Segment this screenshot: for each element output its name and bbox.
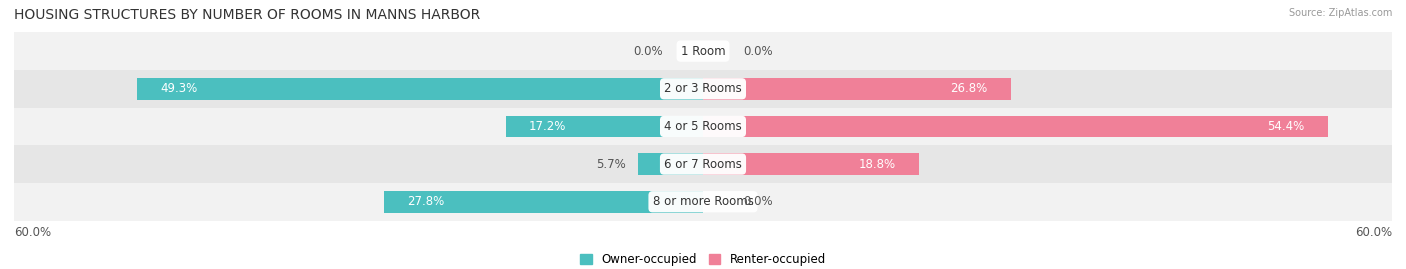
Text: 4 or 5 Rooms: 4 or 5 Rooms xyxy=(664,120,742,133)
Bar xyxy=(506,115,703,137)
Bar xyxy=(703,153,920,175)
Legend: Owner-occupied, Renter-occupied: Owner-occupied, Renter-occupied xyxy=(575,249,831,269)
Bar xyxy=(136,78,703,100)
Text: 1 Room: 1 Room xyxy=(681,45,725,58)
Text: 60.0%: 60.0% xyxy=(14,226,51,239)
Bar xyxy=(14,145,1392,183)
Bar xyxy=(14,183,1392,221)
Text: 49.3%: 49.3% xyxy=(160,82,197,95)
Bar xyxy=(14,32,1392,70)
Bar xyxy=(637,153,703,175)
Text: 17.2%: 17.2% xyxy=(529,120,565,133)
Text: 8 or more Rooms: 8 or more Rooms xyxy=(652,195,754,208)
Text: 27.8%: 27.8% xyxy=(406,195,444,208)
Text: 2 or 3 Rooms: 2 or 3 Rooms xyxy=(664,82,742,95)
Bar xyxy=(384,191,703,213)
Text: 0.0%: 0.0% xyxy=(744,195,773,208)
Bar xyxy=(703,78,1011,100)
Bar xyxy=(14,108,1392,145)
Text: 60.0%: 60.0% xyxy=(1355,226,1392,239)
Text: Source: ZipAtlas.com: Source: ZipAtlas.com xyxy=(1288,8,1392,18)
Text: 54.4%: 54.4% xyxy=(1267,120,1305,133)
Text: 18.8%: 18.8% xyxy=(859,158,896,171)
Text: 26.8%: 26.8% xyxy=(950,82,988,95)
Text: 0.0%: 0.0% xyxy=(744,45,773,58)
Text: 0.0%: 0.0% xyxy=(633,45,662,58)
Text: 6 or 7 Rooms: 6 or 7 Rooms xyxy=(664,158,742,171)
Bar xyxy=(14,70,1392,108)
Bar xyxy=(703,115,1327,137)
Text: HOUSING STRUCTURES BY NUMBER OF ROOMS IN MANNS HARBOR: HOUSING STRUCTURES BY NUMBER OF ROOMS IN… xyxy=(14,8,481,22)
Text: 5.7%: 5.7% xyxy=(596,158,626,171)
